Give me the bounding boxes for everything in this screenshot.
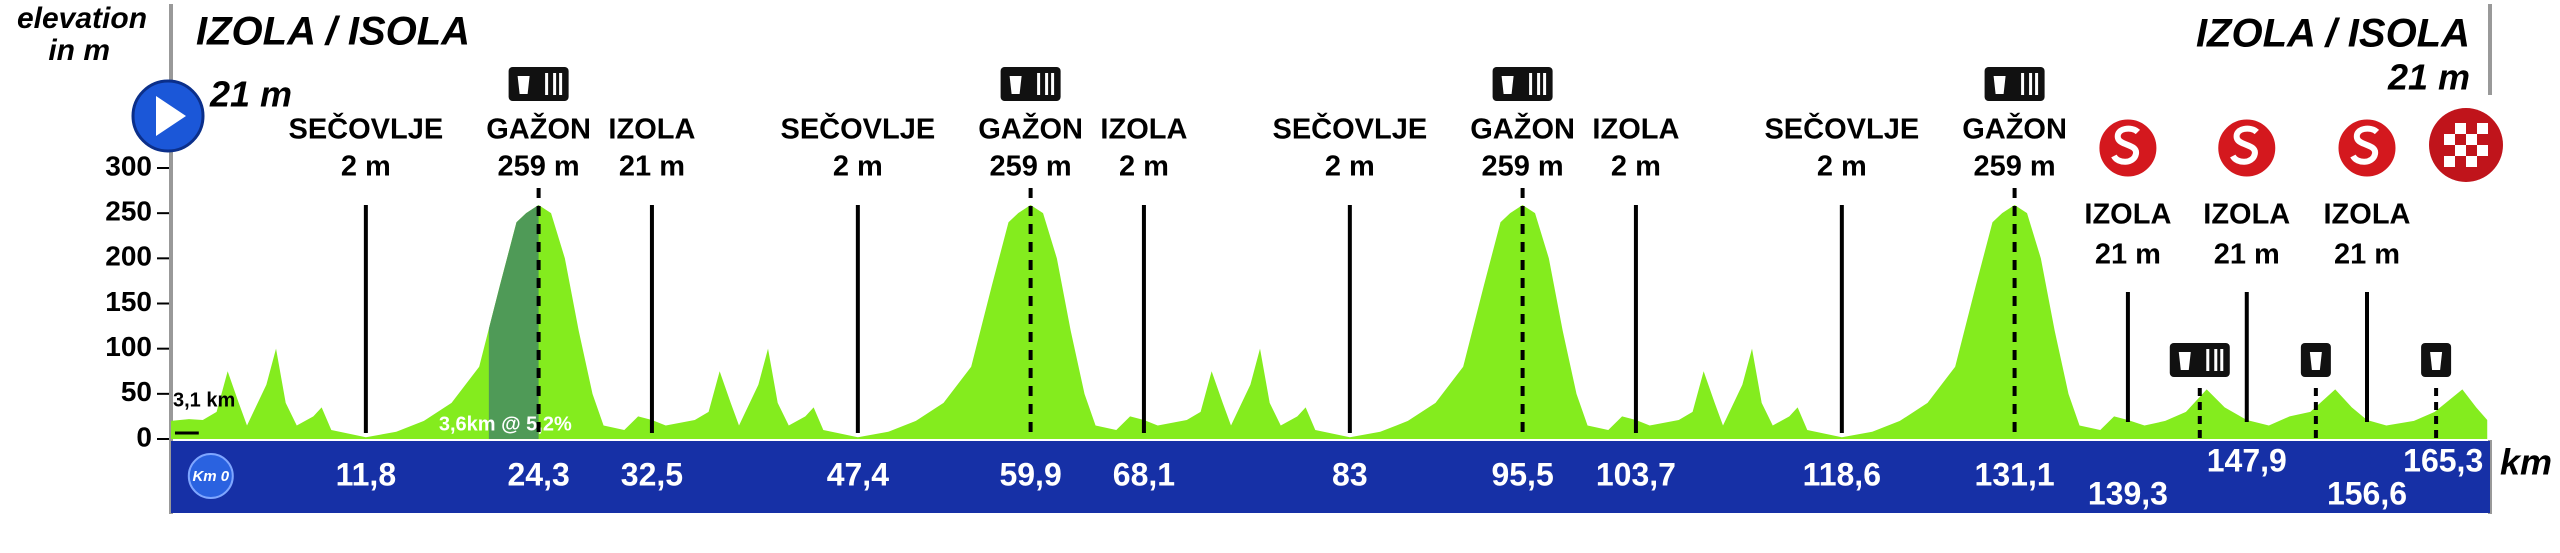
- start-icon: [131, 79, 205, 153]
- x-tick-label: 95,5: [1491, 456, 1553, 492]
- x-tick-label: 47,4: [827, 456, 889, 492]
- y-tick-label: 0: [136, 421, 152, 452]
- climb-label: 3,6km @ 5,2%: [439, 413, 572, 435]
- sprint-glyph: [2230, 125, 2259, 165]
- waypoint-name: SEČOVLJE: [1272, 112, 1427, 146]
- waypoint-elevation: 2 m: [341, 151, 391, 183]
- waypoint-name: IZOLA: [608, 114, 695, 146]
- waypoint-elevation: 259 m: [497, 151, 579, 183]
- start-arrow: [156, 96, 186, 136]
- y-tick-label: 300: [105, 150, 152, 181]
- feed-icon-glyph: [2178, 352, 2191, 370]
- sprint-glyph: [2111, 125, 2141, 165]
- x-tick-label: 68,1: [1113, 456, 1175, 492]
- waypoint-elevation: 2 m: [1611, 151, 1661, 183]
- y-tick-label: 50: [121, 376, 152, 407]
- x-unit: km: [2500, 442, 2552, 483]
- waypoint-elevation: 21 m: [619, 151, 685, 183]
- y-axis-label: in m: [48, 34, 110, 67]
- feed-icon-glyph: [545, 73, 563, 95]
- finish-checks: [2444, 123, 2488, 167]
- x-tick-label: 24,3: [507, 456, 569, 492]
- feed-icon-glyph: [2430, 352, 2443, 370]
- x-tick-label: 139,3: [2088, 475, 2168, 511]
- waypoint-elevation: 2 m: [1817, 151, 1867, 183]
- y-tick-label: 150: [105, 286, 152, 317]
- km0-badge: [187, 453, 234, 499]
- feed-icon-glyph: [2021, 73, 2039, 95]
- feed-icon-glyph: [1037, 73, 1055, 95]
- waypoint-elevation: 2 m: [833, 151, 883, 183]
- neutral-label: 3,1 km: [173, 389, 235, 411]
- y-axis-label: elevation: [17, 2, 147, 35]
- feed-icon: [508, 67, 569, 101]
- feed-icon: [1000, 67, 1061, 101]
- feed-icon-glyph: [1009, 76, 1022, 94]
- x-tick-label: 59,9: [999, 456, 1061, 492]
- waypoint-elevation: 21 m: [2214, 239, 2280, 271]
- x-tick-label: 11,8: [336, 456, 397, 492]
- waypoint-name: SEČOVLJE: [1764, 112, 1919, 146]
- x-tick-label: 156,6: [2327, 475, 2407, 511]
- waypoint-elevation: 2 m: [1119, 151, 1169, 183]
- start-label: IZOLA / ISOLA: [196, 10, 470, 54]
- feed-icon-glyph: [1501, 76, 1514, 94]
- waypoint-name: GAŽON: [1962, 112, 2067, 146]
- x-tick-label: 32,5: [621, 456, 683, 492]
- x-tick-label: 147,9: [2207, 442, 2287, 478]
- waypoint-name: SEČOVLJE: [780, 112, 935, 146]
- waypoint-elevation: 21 m: [2095, 239, 2161, 271]
- waypoint-name: GAŽON: [978, 112, 1083, 146]
- waypoint-name: IZOLA: [1592, 114, 1679, 146]
- finish-elevation: 21 m: [2387, 57, 2470, 98]
- feed-icon-glyph: [1993, 76, 2006, 94]
- elevation-area: [171, 205, 2488, 439]
- waypoint-name: IZOLA: [2084, 199, 2171, 231]
- feed-icon-glyph: [2206, 349, 2224, 371]
- waypoint-name: IZOLA: [2203, 199, 2290, 231]
- finish-icon: [2429, 108, 2503, 182]
- start-elevation: 21 m: [209, 74, 292, 115]
- waypoint-elevation: 259 m: [1481, 151, 1563, 183]
- feed-icon: [1492, 67, 1553, 101]
- waypoint-elevation: 2 m: [1325, 151, 1375, 183]
- feed-icon-glyph: [2309, 352, 2322, 370]
- waypoint-elevation: 259 m: [989, 151, 1071, 183]
- feed-icon-glyph: [1529, 73, 1547, 95]
- waypoint-elevation: 259 m: [1973, 151, 2055, 183]
- km0-label: Km 0: [192, 468, 229, 485]
- feed-icon: [2169, 343, 2230, 377]
- x-tick-label: 103,7: [1596, 456, 1676, 492]
- waypoint-name: GAŽON: [1470, 112, 1575, 146]
- km-band: [171, 441, 2490, 513]
- x-tick-label: 83: [1332, 456, 1368, 492]
- x-tick-label: 131,1: [1975, 456, 2055, 492]
- finish-label: IZOLA / ISOLA: [2196, 12, 2470, 56]
- x-tick-label: 165,3: [2403, 442, 2483, 478]
- y-tick-label: 200: [105, 241, 152, 272]
- waypoint-name: IZOLA: [1100, 114, 1187, 146]
- y-tick-label: 100: [105, 331, 152, 362]
- y-tick-label: 250: [105, 196, 152, 227]
- x-tick-label: 118,6: [1803, 456, 1881, 492]
- waypoint-name: SEČOVLJE: [289, 112, 444, 146]
- feed-icon: [2421, 343, 2452, 377]
- feed-icon-glyph: [517, 76, 530, 94]
- waypoint-name: GAŽON: [486, 112, 591, 146]
- sprint-glyph: [2350, 125, 2380, 165]
- feed-icon: [2300, 343, 2331, 377]
- waypoint-name: IZOLA: [2324, 199, 2411, 231]
- waypoint-elevation: 21 m: [2334, 239, 2400, 271]
- feed-icon: [1984, 67, 2045, 101]
